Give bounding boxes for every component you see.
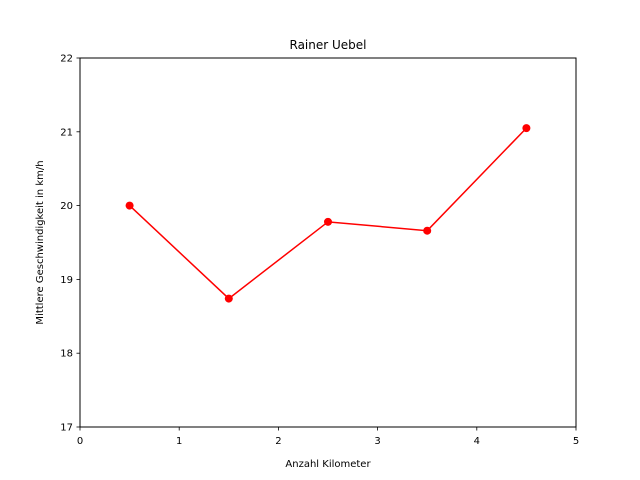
data-point	[224, 294, 233, 303]
x-tick-label: 1	[176, 436, 182, 447]
data-point	[423, 226, 432, 235]
x-axis-label: Anzahl Kilometer	[285, 459, 371, 470]
data-point	[522, 124, 531, 133]
data-point	[125, 201, 134, 210]
data-point	[324, 217, 332, 226]
y-tick-label: 17	[60, 423, 73, 434]
y-tick-label: 19	[60, 275, 73, 286]
y-axis-ticks: 17 18 19 20 21 22	[60, 54, 80, 434]
y-tick-label: 22	[60, 54, 73, 65]
series-layer	[125, 124, 531, 303]
x-axis-ticks: 0 1 2 3 4 5	[77, 427, 579, 447]
x-tick-label: 3	[374, 436, 380, 447]
y-tick-label: 18	[60, 349, 73, 360]
y-tick-label: 20	[60, 201, 73, 212]
x-tick-label: 5	[573, 436, 579, 447]
x-tick-label: 0	[77, 436, 83, 447]
chart-title: Rainer Uebel	[290, 38, 367, 52]
y-axis-label: Mittlere Geschwindigkeit in km/h	[35, 160, 46, 324]
x-tick-label: 2	[275, 436, 281, 447]
x-tick-label: 4	[474, 436, 480, 447]
y-tick-label: 21	[60, 127, 73, 138]
plot-frame	[79, 57, 577, 428]
